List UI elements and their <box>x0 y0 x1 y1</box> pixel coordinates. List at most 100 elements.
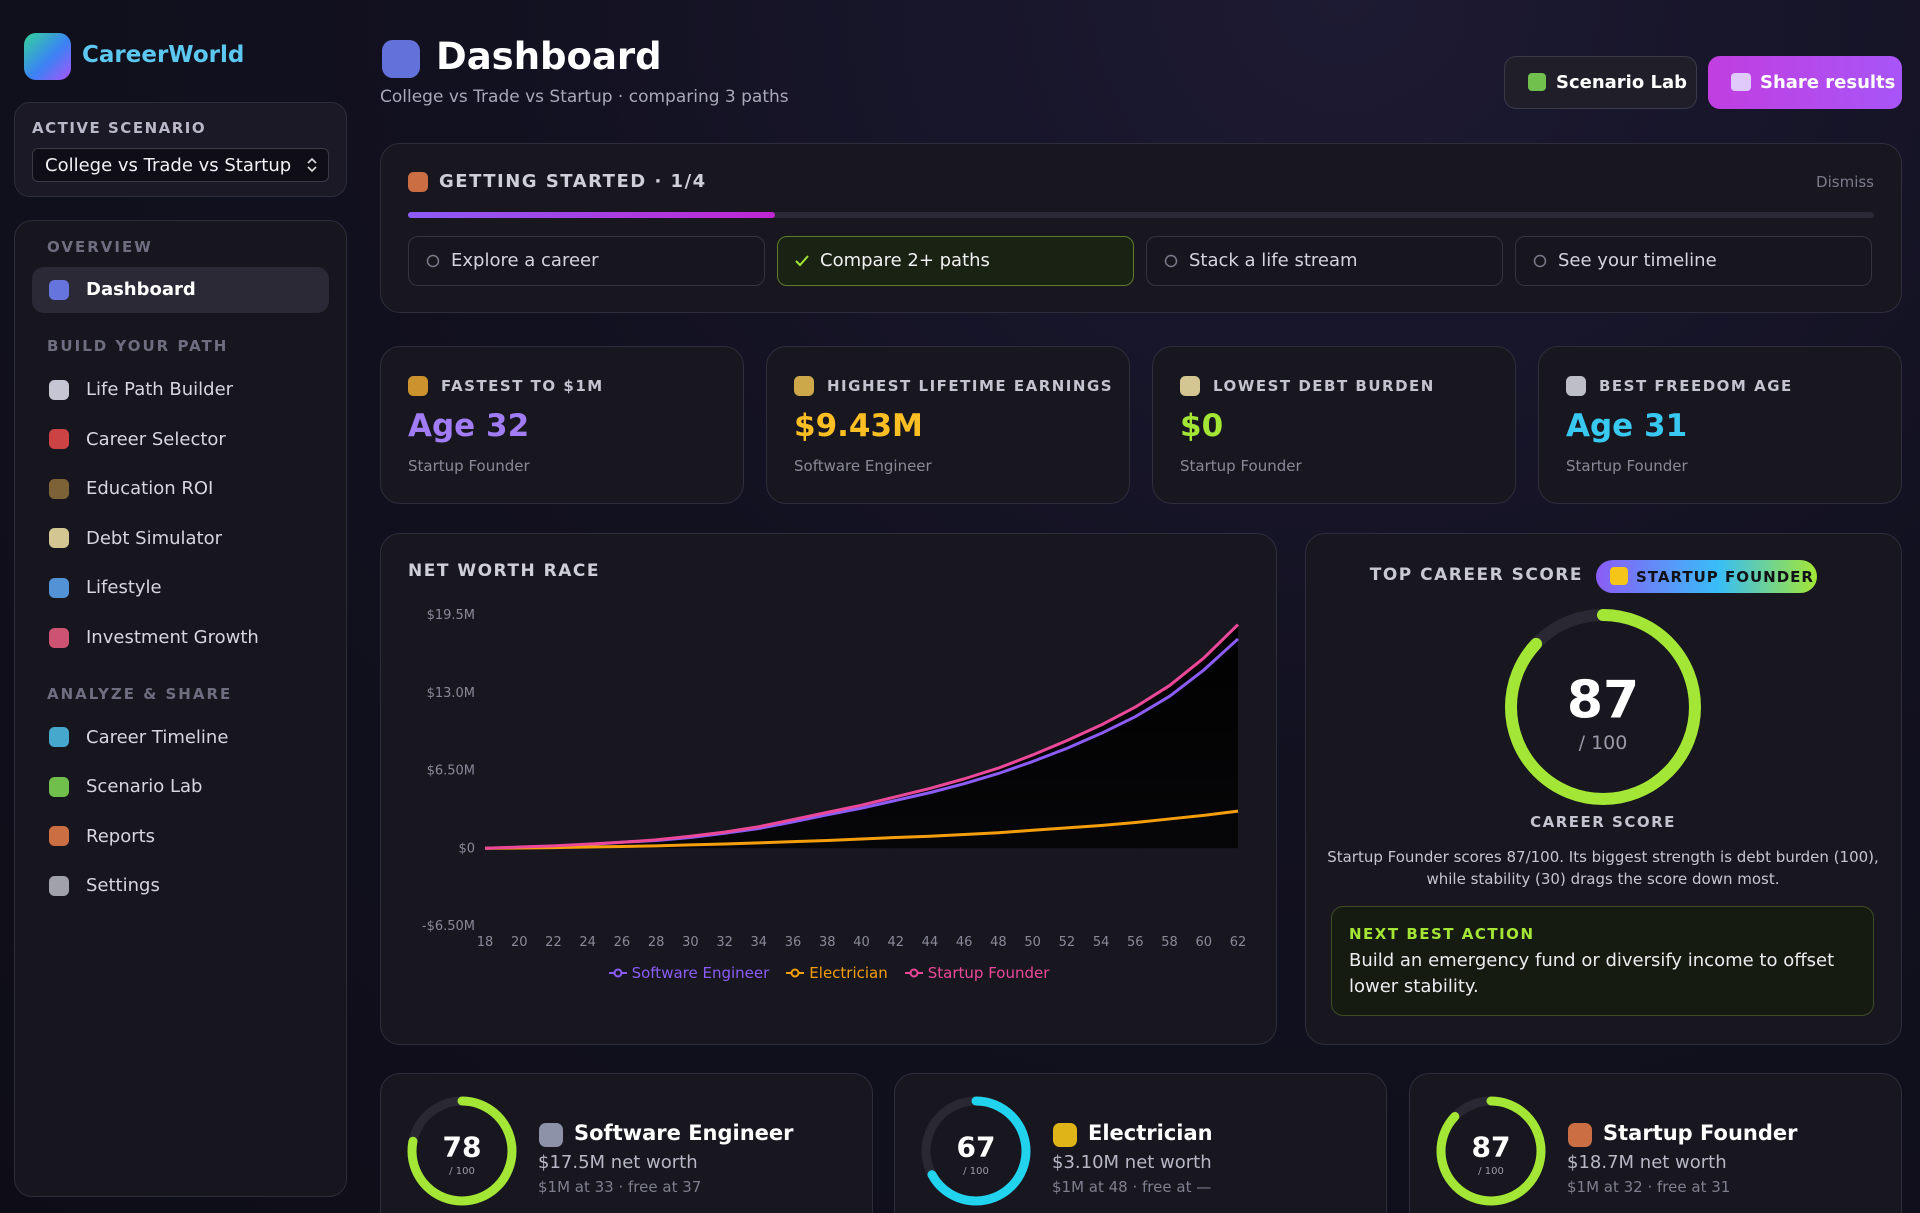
step-label: See your timeline <box>1558 250 1717 272</box>
kpi-label: LOWEST DEBT BURDEN <box>1213 376 1435 395</box>
legend-swatch <box>608 968 627 978</box>
next-action-title: NEXT BEST ACTION <box>1349 924 1535 943</box>
step[interactable] <box>1146 236 1503 286</box>
button-icon <box>1528 73 1546 91</box>
nav-item[interactable]: Life Path Builder <box>86 379 234 400</box>
legend-label: Software Engineer <box>631 964 770 982</box>
nav-icon <box>49 429 69 450</box>
legend-swatch <box>786 968 805 978</box>
app-name: CareerWorld <box>82 41 245 68</box>
kpi-sub: Startup Founder <box>408 456 530 475</box>
step-label: Explore a career <box>451 250 599 272</box>
kpi-icon <box>408 376 428 396</box>
kpi-card <box>380 346 744 504</box>
score-badge <box>1596 560 1817 593</box>
nav-icon <box>49 776 69 797</box>
kpi-value: Age 31 <box>1566 408 1688 445</box>
nav-icon <box>49 528 69 549</box>
legend-item: Software Engineer <box>608 964 770 982</box>
nav-section-title: ANALYZE & SHARE <box>47 684 233 703</box>
nav-section-title: BUILD YOUR PATH <box>47 337 229 356</box>
header-icon <box>382 40 420 78</box>
kpi-value: $0 <box>1180 408 1224 445</box>
button-label: Scenario Lab <box>1556 72 1687 94</box>
step-circle <box>426 254 440 268</box>
step[interactable] <box>408 236 765 286</box>
step[interactable] <box>1515 236 1872 286</box>
score-title: TOP CAREER SCORE <box>1369 565 1583 586</box>
nav-panel <box>14 220 347 1197</box>
path-name: Software Engineer <box>574 1121 794 1146</box>
path-net-worth: $18.7M net worth <box>1567 1152 1727 1174</box>
nav-section-title: OVERVIEW <box>47 237 153 256</box>
kpi-label: FASTEST TO $1M <box>441 376 604 395</box>
nav-icon <box>49 280 69 300</box>
path-icon <box>1053 1123 1077 1147</box>
path-net-worth: $17.5M net worth <box>538 1152 698 1174</box>
scenario-select[interactable]: College vs Trade vs Startup <box>32 148 329 182</box>
path-name: Startup Founder <box>1603 1121 1798 1146</box>
chart-title: NET WORTH RACE <box>408 561 600 582</box>
legend-swatch <box>904 968 923 978</box>
nav-icon <box>49 379 69 400</box>
kpi-card <box>766 346 1130 504</box>
path-details: $1M at 33 · free at 37 <box>538 1177 702 1196</box>
path-details: $1M at 32 · free at 31 <box>1567 1177 1731 1196</box>
scenario-value: College vs Trade vs Startup <box>45 155 292 177</box>
page-subtitle: College vs Trade vs Startup · comparing … <box>380 87 789 108</box>
nav-item[interactable]: Settings <box>86 875 160 897</box>
kpi-value: Age 32 <box>408 408 530 445</box>
progress-fill <box>408 212 775 218</box>
page-title: Dashboard <box>436 35 662 79</box>
step-circle <box>1533 254 1547 268</box>
kpi-card <box>1538 346 1902 504</box>
nav-item[interactable]: Lifestyle <box>86 577 162 599</box>
step[interactable] <box>777 236 1134 286</box>
nav-item[interactable]: Education ROI <box>86 478 214 500</box>
nav-icon <box>49 826 69 847</box>
kpi-card <box>1152 346 1516 504</box>
nav-icon <box>49 578 69 598</box>
nav-active-bg <box>32 267 329 313</box>
getting-started-title: GETTING STARTED · 1/4 <box>439 171 707 193</box>
kpi-value: $9.43M <box>794 408 923 445</box>
nav-item[interactable]: Investment Growth <box>86 627 259 648</box>
nav-icon <box>49 876 69 896</box>
progress-track <box>408 212 1874 218</box>
check-icon <box>795 255 809 267</box>
path-details: $1M at 48 · free at — <box>1052 1177 1212 1196</box>
legend-label: Startup Founder <box>927 964 1050 982</box>
dismiss-link[interactable]: Dismiss <box>1816 172 1874 191</box>
kpi-icon <box>1566 376 1586 396</box>
rocket-icon <box>408 172 428 192</box>
score-caption: CAREER SCORE <box>1530 812 1676 831</box>
kpi-label: HIGHEST LIFETIME EARNINGS <box>827 376 1114 395</box>
legend-item: Startup Founder <box>904 964 1050 982</box>
path-icon <box>539 1123 563 1147</box>
nav-item[interactable]: Career Selector <box>86 428 226 450</box>
nav-item[interactable]: Debt Simulator <box>86 527 223 549</box>
badge-icon <box>1610 567 1628 585</box>
button-label: Share results <box>1760 72 1896 94</box>
kpi-icon <box>1180 376 1200 396</box>
nav-item[interactable]: Dashboard <box>86 279 196 301</box>
chevron <box>307 157 317 173</box>
path-net-worth: $3.10M net worth <box>1052 1152 1212 1174</box>
nav-item[interactable]: Career Timeline <box>86 726 229 748</box>
path-name: Electrician <box>1088 1121 1213 1146</box>
kpi-label: BEST FREEDOM AGE <box>1599 376 1793 395</box>
score-description: Startup Founder scores 87/100. Its bigge… <box>1327 848 1879 888</box>
kpi-sub: Startup Founder <box>1566 456 1688 475</box>
scenario-label: ACTIVE SCENARIO <box>32 118 207 137</box>
nav-item[interactable]: Reports <box>86 825 156 847</box>
kpi-icon <box>794 376 814 396</box>
score-badge-label: STARTUP FOUNDER <box>1636 567 1814 586</box>
logo <box>24 33 71 80</box>
nav-icon <box>49 727 69 748</box>
kpi-sub: Software Engineer <box>794 456 932 475</box>
step-circle <box>1164 254 1178 268</box>
step-label: Stack a life stream <box>1189 250 1358 272</box>
nav-item[interactable]: Scenario Lab <box>86 776 203 798</box>
nav-icon <box>49 627 69 648</box>
